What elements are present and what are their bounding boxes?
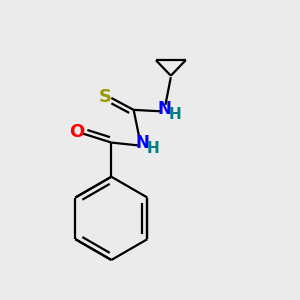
Text: O: O — [69, 123, 84, 141]
Text: H: H — [147, 141, 159, 156]
Text: N: N — [135, 134, 149, 152]
Text: H: H — [169, 107, 182, 122]
Text: S: S — [98, 88, 111, 106]
Text: N: N — [157, 100, 171, 118]
